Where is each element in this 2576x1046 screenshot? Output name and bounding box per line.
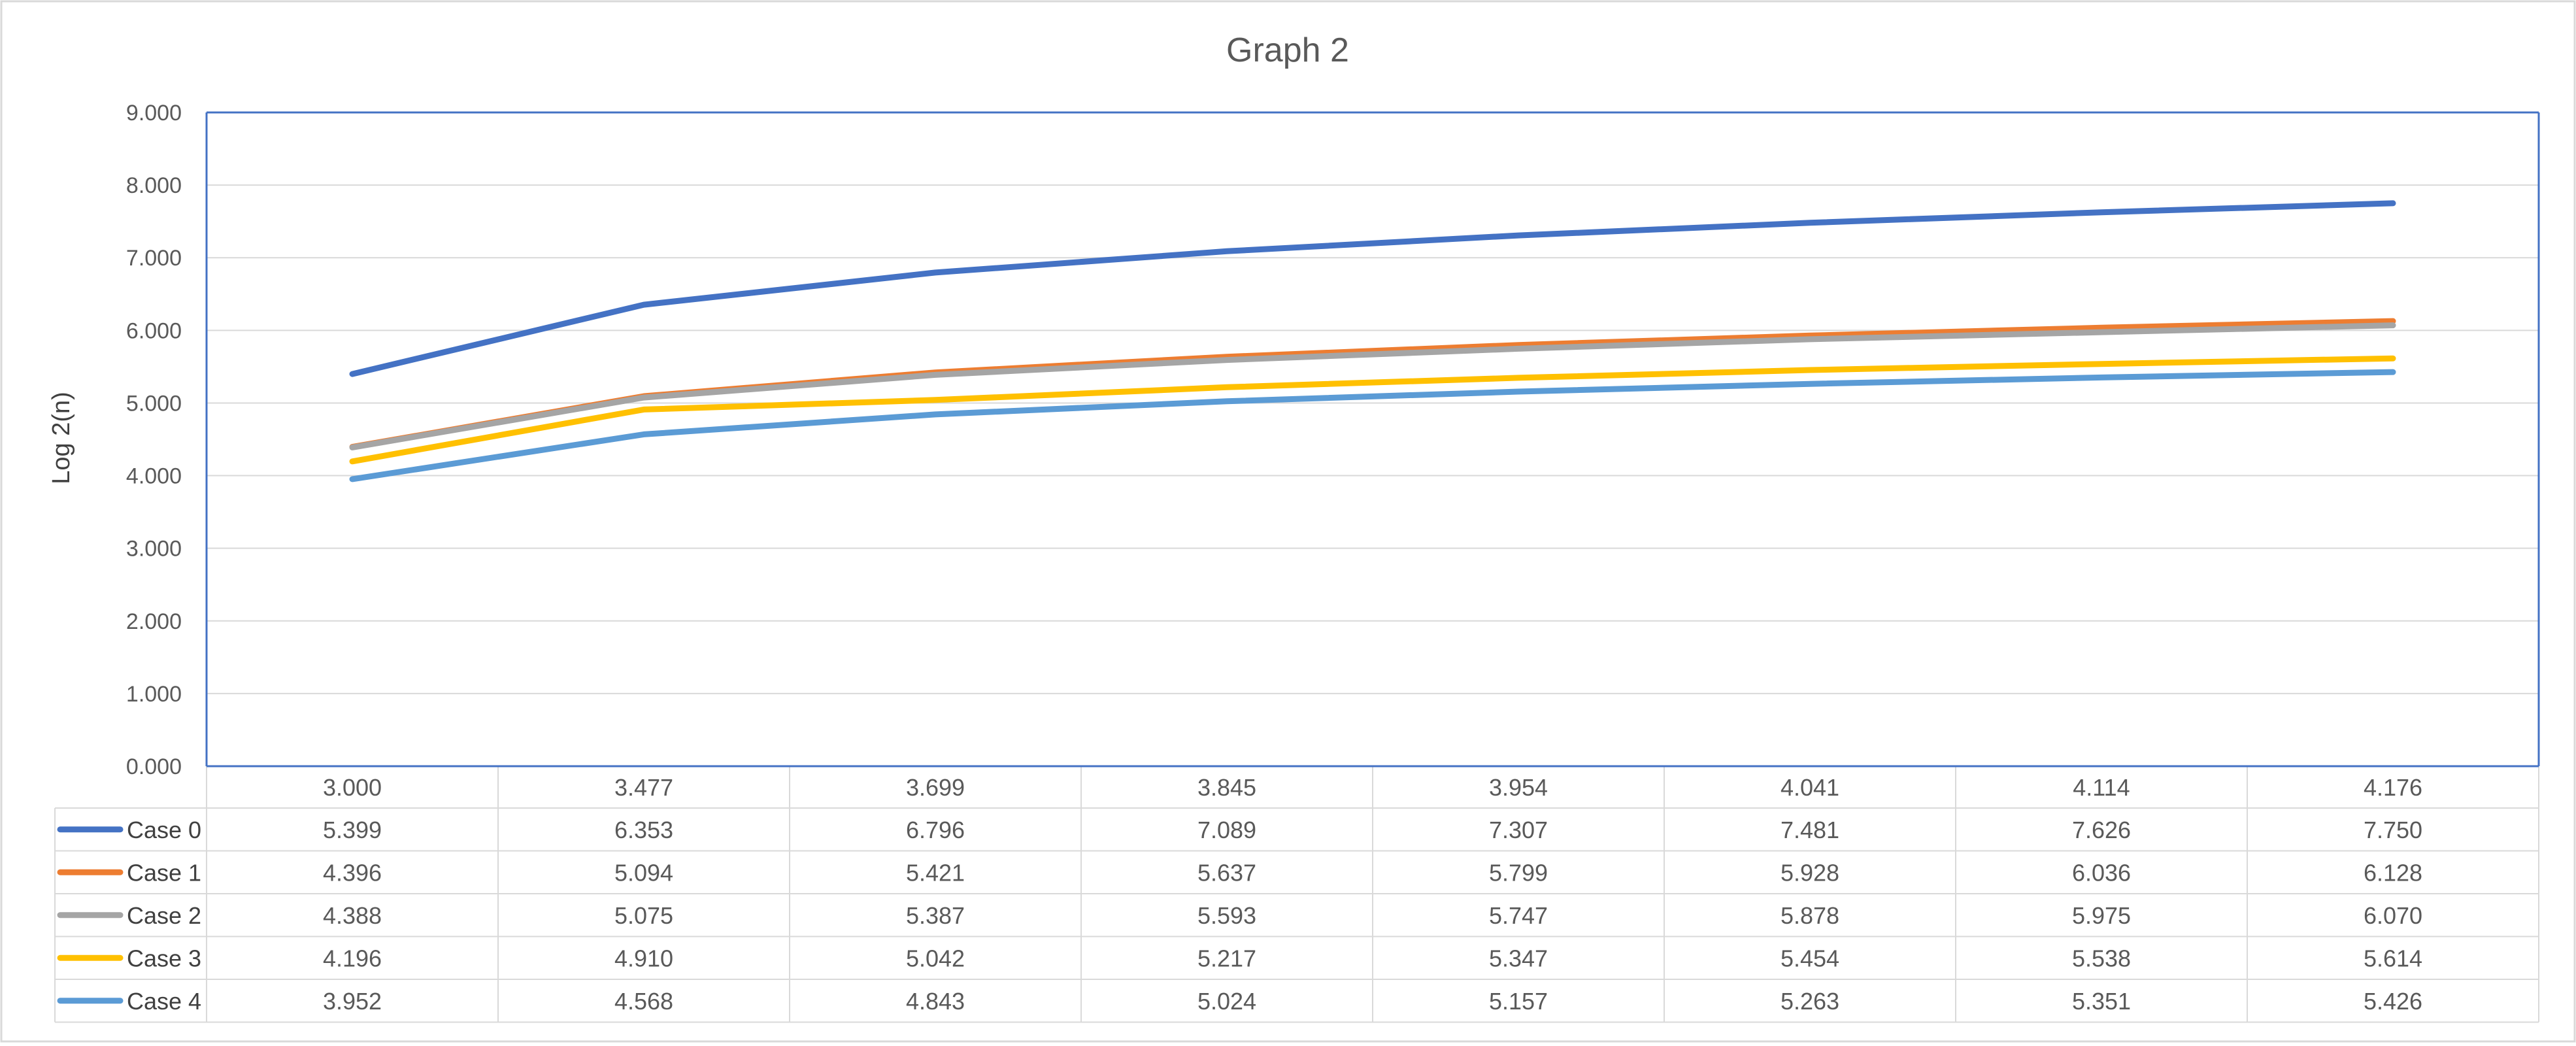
data-table-cell: 5.347	[1489, 945, 1548, 971]
y-tick-label: 7.000	[126, 246, 182, 271]
data-table-cell: 5.593	[1197, 902, 1256, 929]
data-table-cell: 5.399	[323, 817, 382, 843]
data-table-cell: 7.626	[2072, 817, 2131, 843]
y-tick-label: 5.000	[126, 391, 182, 416]
data-table-cell: 5.042	[906, 945, 965, 971]
data-table-cell: 3.952	[323, 988, 382, 1015]
data-table-cell: 4.843	[906, 988, 965, 1015]
data-table-cell: 5.351	[2072, 988, 2131, 1015]
data-table-cell: 5.538	[2072, 945, 2131, 971]
series-line	[349, 200, 2396, 377]
data-table-cell: 5.747	[1489, 902, 1548, 929]
series-line	[349, 322, 2396, 450]
x-tick-label: 4.041	[1781, 774, 1839, 801]
data-table-cell: 5.157	[1489, 988, 1548, 1015]
legend-label: Case 2	[127, 902, 201, 929]
data-table-cell: 5.426	[2364, 988, 2422, 1015]
legend-label: Case 1	[127, 859, 201, 886]
data-table-cell: 5.637	[1197, 859, 1256, 886]
data-table-cell: 5.928	[1781, 859, 1839, 886]
x-tick-label: 3.477	[614, 774, 673, 801]
y-tick-label: 8.000	[126, 173, 182, 198]
data-table-cell: 7.089	[1197, 817, 1256, 843]
data-table-cell: 5.799	[1489, 859, 1548, 886]
y-tick-labels: 0.000 1.000 2.000 3.000 4.000 5.000 6.000 7.000…	[126, 101, 182, 779]
data-table-cell: 4.568	[614, 988, 673, 1015]
data-table-cell: 4.910	[614, 945, 673, 971]
x-tick-label: 4.176	[2364, 774, 2422, 801]
legend-label: Case 4	[127, 988, 201, 1015]
x-tick-label: 3.845	[1197, 774, 1256, 801]
data-table-cell: 4.196	[323, 945, 382, 971]
y-axis-label: Log 2(n)	[48, 392, 75, 484]
x-tick-label: 3.699	[906, 774, 965, 801]
legend-label: Case 0	[127, 817, 201, 843]
data-table-cell: 5.878	[1781, 902, 1839, 929]
data-table: 3.000 3.477 3.699 3.845 3.954 4.041 4.114 4.176…	[54, 765, 2539, 1023]
gridlines	[205, 111, 2540, 766]
data-table-cell: 5.263	[1781, 988, 1839, 1015]
y-tick-label: 4.000	[126, 464, 182, 489]
data-table-cell: 6.070	[2364, 902, 2422, 929]
data-table-cell: 6.128	[2364, 859, 2422, 886]
y-tick-label: 1.000	[126, 682, 182, 707]
data-table-cell: 5.094	[614, 859, 673, 886]
y-tick-label: 6.000	[126, 318, 182, 343]
x-tick-label: 3.954	[1489, 774, 1548, 801]
series-lines	[349, 200, 2396, 482]
data-table-cell: 5.217	[1197, 945, 1256, 971]
data-table-cell: 5.024	[1197, 988, 1256, 1015]
x-tick-label: 4.114	[2073, 774, 2130, 801]
data-table-cell: 5.075	[614, 902, 673, 929]
y-tick-label: 3.000	[126, 537, 182, 562]
data-table-cell: 7.481	[1781, 817, 1839, 843]
y-tick-label: 2.000	[126, 609, 182, 634]
data-table-cell: 4.388	[323, 902, 382, 929]
y-tick-label: 9.000	[126, 101, 182, 126]
data-table-cell: 6.353	[614, 817, 673, 843]
series-line	[349, 369, 2396, 482]
data-table-cell: 5.975	[2072, 902, 2131, 929]
data-table-cell: 4.396	[323, 859, 382, 886]
series-line	[349, 355, 2396, 465]
data-table-cell: 5.614	[2364, 945, 2422, 971]
chart-title: Graph 2	[1226, 31, 1349, 69]
data-table-cell: 6.796	[906, 817, 965, 843]
legend-label: Case 3	[127, 945, 201, 971]
data-table-cell: 7.307	[1489, 817, 1548, 843]
data-table-cell: 5.387	[906, 902, 965, 929]
data-table-cell: 5.421	[906, 859, 965, 886]
data-table-cell: 5.454	[1781, 945, 1839, 971]
data-table-cell: 6.036	[2072, 859, 2131, 886]
data-table-cell: 7.750	[2364, 817, 2422, 843]
x-tick-label: 3.000	[323, 774, 382, 801]
y-tick-label: 0.000	[126, 754, 182, 779]
